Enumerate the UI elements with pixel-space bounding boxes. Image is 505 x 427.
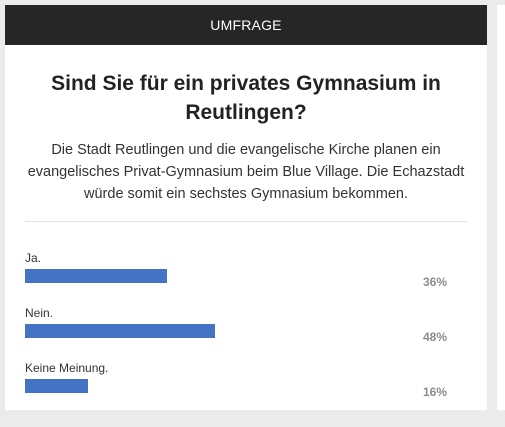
poll-header: UMFRAGE <box>5 5 487 45</box>
option-label: Nein. <box>25 306 54 320</box>
option-percent: 16% <box>422 385 447 399</box>
poll-option-nein[interactable]: Nein. 48% <box>25 306 467 350</box>
result-bar-track <box>25 324 415 338</box>
side-panel-edge <box>497 5 505 410</box>
result-bar-track <box>25 269 415 283</box>
poll-question: Sind Sie für ein privates Gymnasium in R… <box>51 72 441 124</box>
poll-description: Die Stadt Reutlingen und die evangelisch… <box>27 142 465 202</box>
divider <box>25 221 467 222</box>
option-label: Keine Meinung. <box>25 361 109 375</box>
result-bar <box>25 379 88 393</box>
result-bar <box>25 324 215 338</box>
poll-widget: UMFRAGE Sind Sie für ein privates Gymnas… <box>5 5 487 410</box>
result-bar-track <box>25 379 415 393</box>
result-bar <box>25 269 167 283</box>
option-percent: 48% <box>422 330 447 344</box>
poll-option-ja[interactable]: Ja. 36% <box>25 251 467 295</box>
option-percent: 36% <box>422 275 447 289</box>
option-label: Ja. <box>25 251 42 265</box>
poll-option-keine-meinung[interactable]: Keine Meinung. 16% <box>25 361 467 405</box>
